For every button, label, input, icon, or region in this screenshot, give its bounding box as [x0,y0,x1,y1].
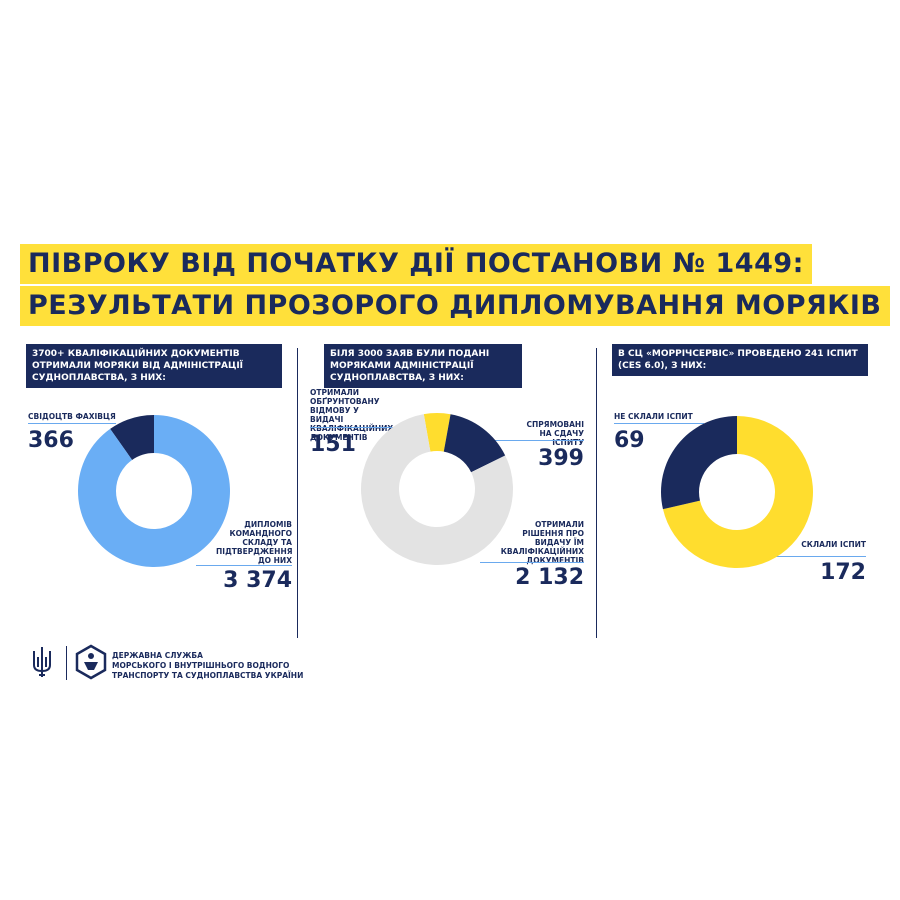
label-decisions: ОТРИМАЛИ РІШЕННЯ ПРО ВИДАЧУ ЇМ КВАЛІФІКА… [500,520,584,565]
value-failed: 69 [614,428,645,453]
donut-slice [361,414,513,565]
donut-slice [443,414,506,473]
donut-slice [110,415,154,460]
footer-organization: ДЕРЖАВНА СЛУЖБА МОРСЬКОГО І ВНУТРІШНЬОГО… [112,651,303,681]
value-sent-to-exam: 399 [538,446,584,471]
value-certificates: 366 [28,428,74,453]
leader-passed [762,556,866,557]
org-line-2: МОРСЬКОГО І ВНУТРІШНЬОГО ВОДНОГО [112,661,290,670]
panel-applications: БІЛЯ 3000 ЗАЯВ БУЛИ ПОДАНІ МОРЯКАМИ АДМІ… [310,344,584,636]
panel-exams: В СЦ «МОРРІЧСЕРВІС» ПРОВЕДЕНО 241 ІСПИТ … [612,344,870,636]
donut-chart-exams [661,416,813,568]
value-passed: 172 [820,560,866,585]
label-passed: СКЛАЛИ ІСПИТ [801,540,866,549]
panel-1-header: 3700+ КВАЛІФІКАЦІЙНИХ ДОКУМЕНТІВ ОТРИМАЛ… [26,344,282,388]
value-refusals: 151 [310,432,356,457]
donut-slice [78,415,230,567]
agency-logo-icon [75,644,107,680]
value-diplomas: 3 374 [223,568,292,593]
panel-3-header: В СЦ «МОРРІЧСЕРВІС» ПРОВЕДЕНО 241 ІСПИТ … [612,344,868,376]
donut-slice [661,416,737,510]
label-refusals: ОТРИМАЛИ ОБҐРУНТОВАНУ ВІДМОВУ У ВИДАЧІ К… [310,388,394,442]
value-decisions: 2 132 [515,565,584,590]
label-certificates: СВІДОЦТВ ФАХІВЦЯ [28,412,116,421]
leader-diplomas [196,565,292,566]
donut-chart-applications [361,413,513,565]
label-sent-to-exam: СПРЯМОВАНІ НА СДАЧУ ІСПИТУ [526,420,584,447]
donut-chart-qualification-documents [78,415,230,567]
label-diplomas: ДИПЛОМІВ КОМАНДНОГО СКЛАДУ ТА ПІДТВЕРДЖЕ… [216,520,293,565]
leader-sent-to-exam [484,440,584,441]
donut-slice [662,416,813,568]
panel-qualification-documents: 3700+ КВАЛІФІКАЦІЙНИХ ДОКУМЕНТІВ ОТРИМАЛ… [26,344,293,636]
donut-slice [423,413,451,452]
title-line-2: РЕЗУЛЬТАТИ ПРОЗОРОГО ДИПЛОМУВАННЯ МОРЯКІ… [20,286,890,326]
leader-certificates [28,423,116,424]
org-line-1: ДЕРЖАВНА СЛУЖБА [112,651,203,660]
title-line-1: ПІВРОКУ ВІД ПОЧАТКУ ДІЇ ПОСТАНОВИ № 1449… [20,244,812,284]
org-line-3: ТРАНСПОРТУ ТА СУДНОПЛАВСТВА УКРАЇНИ [112,671,304,680]
label-failed: НЕ СКЛАЛИ ІСПИТ [614,412,693,421]
leader-refusals [310,427,434,428]
divider-1 [297,348,298,638]
divider-2 [596,348,597,638]
leader-failed [614,423,704,424]
leader-decisions [480,562,584,563]
footer-divider [66,646,67,680]
trident-icon [33,647,51,677]
panel-2-header: БІЛЯ 3000 ЗАЯВ БУЛИ ПОДАНІ МОРЯКАМИ АДМІ… [324,344,522,388]
